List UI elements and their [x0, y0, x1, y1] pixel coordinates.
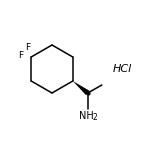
- Text: F: F: [18, 50, 23, 59]
- Text: NH: NH: [79, 111, 94, 121]
- Text: F: F: [25, 43, 30, 52]
- Text: 2: 2: [92, 113, 97, 122]
- Text: HCl: HCl: [112, 64, 132, 74]
- Polygon shape: [73, 81, 90, 95]
